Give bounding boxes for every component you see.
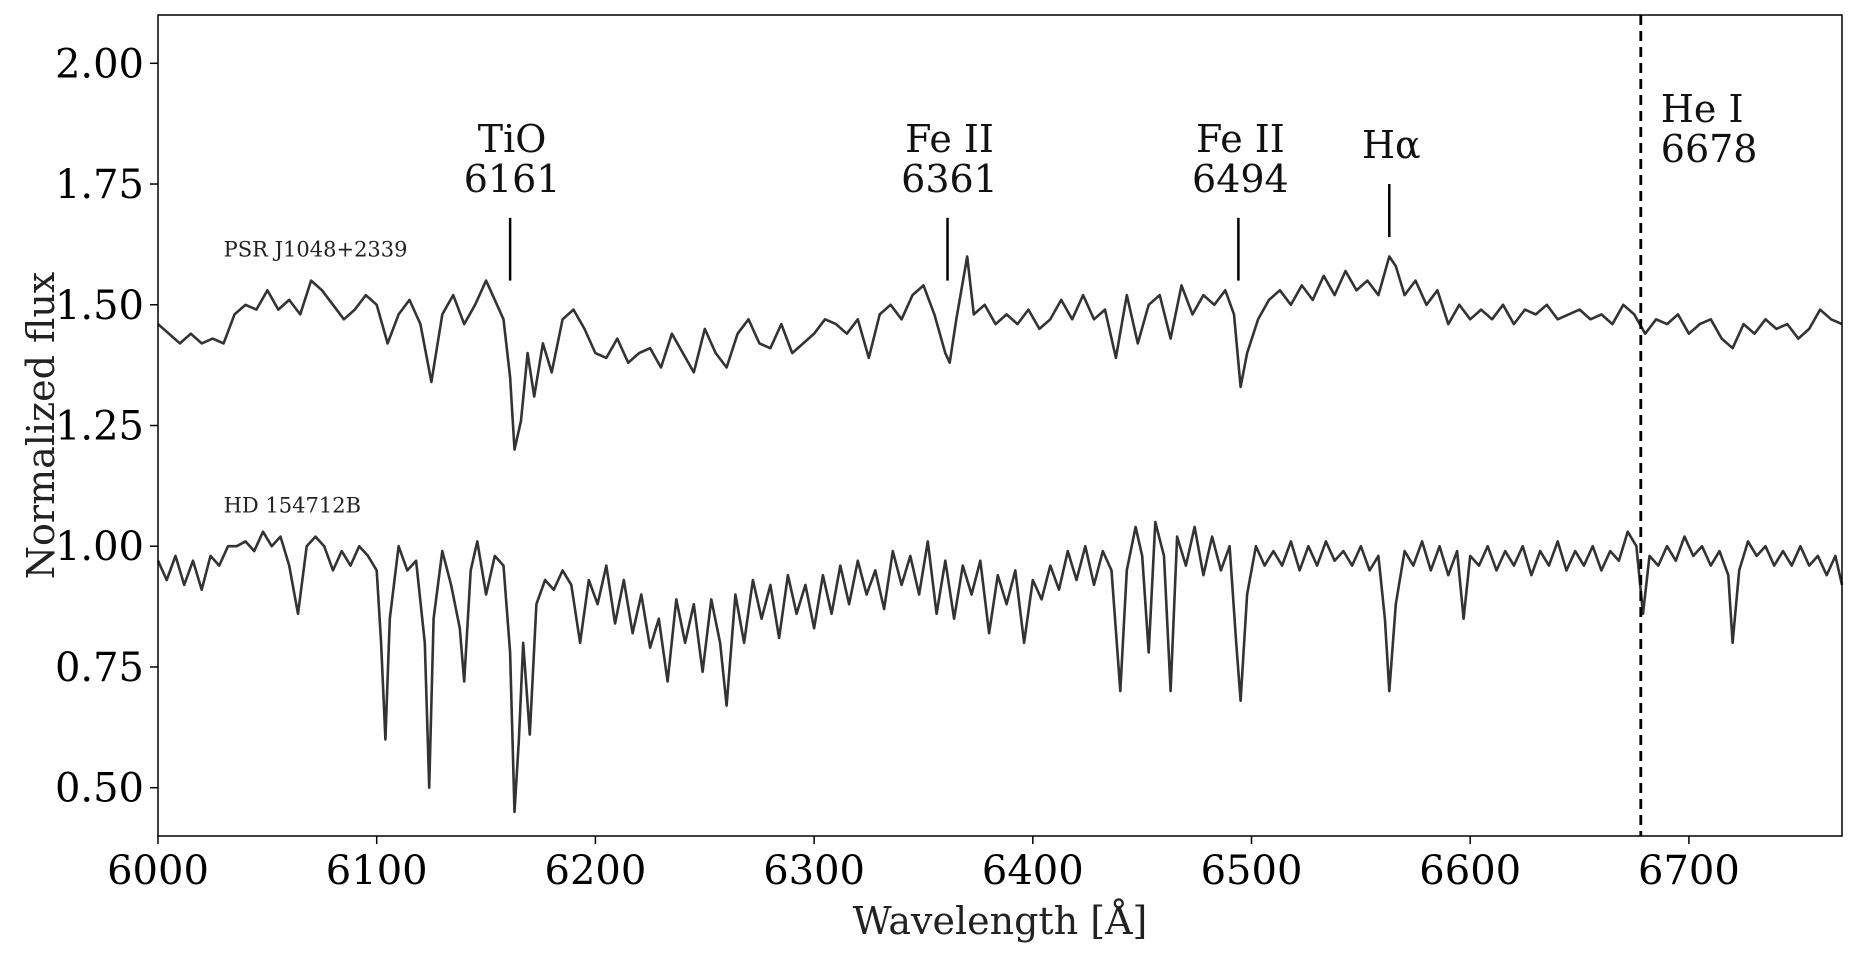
line-marker-label: 6161 (464, 157, 561, 201)
spectra: PSR J1048+2339 HD 154712B (156, 237, 1844, 814)
y-tick-label: 1.75 (55, 162, 144, 208)
x-tick-label: 6500 (1201, 848, 1303, 894)
line-marker-label: Hα (1362, 123, 1421, 167)
y-tick-label: 1.25 (55, 404, 144, 450)
he-i-label: 6678 (1661, 127, 1758, 171)
x-tick-label: 6700 (1638, 848, 1740, 894)
line-marker-label: TiO (478, 117, 547, 161)
y-tick-label: 0.75 (55, 645, 144, 691)
plot-frame (157, 14, 1843, 837)
x-tick-label: 6600 (1419, 848, 1521, 894)
x-tick-label: 6000 (107, 848, 209, 894)
line-marker-label: 6494 (1192, 157, 1289, 201)
y-tick-label: 1.00 (55, 524, 144, 570)
line-marker-label: Fe II (1196, 117, 1285, 161)
x-tick-label: 6300 (763, 848, 865, 894)
x-tick-label: 6100 (326, 848, 428, 894)
y-tick-label: 0.50 (55, 766, 144, 812)
y-axis-title: Normalized flux (19, 272, 63, 579)
he-i-label: He I (1661, 87, 1744, 131)
x-tick-label: 6400 (982, 848, 1084, 894)
spectrum-line (156, 520, 1844, 814)
y-tick-label: 1.50 (55, 283, 144, 329)
axis-ticks: 6000 6100 6200 6300 6400 6500 6600 6700 0.50 0.75… (55, 41, 1740, 894)
y-tick-label: 2.00 (55, 41, 144, 87)
line-marker-label: Fe II (905, 117, 994, 161)
x-tick-label: 6200 (545, 848, 647, 894)
line-marker-label: 6361 (901, 157, 998, 201)
series-label: HD 154712B (224, 493, 361, 517)
x-axis-title: Wavelength [Å] (853, 899, 1148, 943)
series-label: PSR J1048+2339 (224, 237, 408, 261)
spectrum-line (157, 255, 1843, 451)
